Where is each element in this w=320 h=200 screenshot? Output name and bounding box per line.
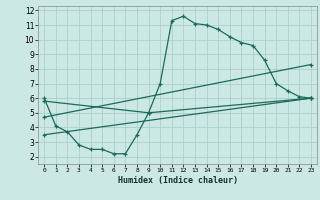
X-axis label: Humidex (Indice chaleur): Humidex (Indice chaleur) bbox=[118, 176, 238, 185]
